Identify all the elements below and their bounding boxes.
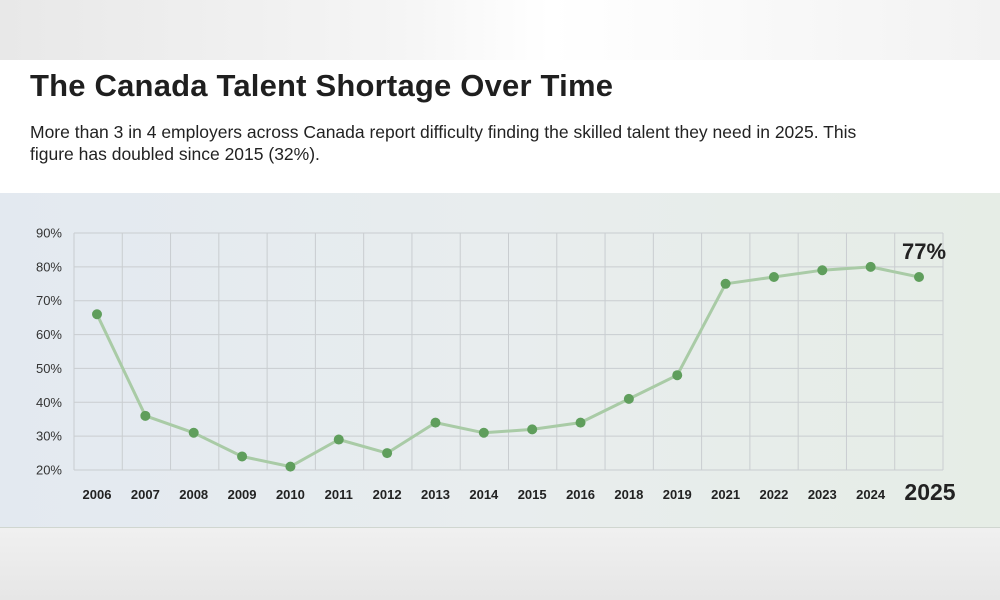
x-tick-label: 2021 — [711, 487, 740, 502]
chart-grid — [73, 232, 944, 471]
x-tick-label: 2008 — [179, 487, 208, 502]
callout-label: 77% — [902, 239, 946, 264]
x-tick-label: 2007 — [131, 487, 160, 502]
chart-annotations: 77% — [902, 239, 946, 264]
data-point — [672, 370, 683, 381]
top-band — [0, 0, 1000, 60]
data-point — [768, 272, 779, 283]
y-tick-label: 40% — [36, 395, 62, 410]
y-axis-ticks: 20% 30% 40% 50% 60% 70% 80% 90% — [36, 226, 62, 478]
x-tick-label: 2010 — [276, 487, 305, 502]
x-tick-label: 2016 — [566, 487, 595, 502]
data-point — [285, 461, 296, 472]
data-point — [188, 427, 199, 438]
y-tick-label: 50% — [36, 361, 62, 376]
data-point — [382, 448, 393, 459]
x-tick-label: 2011 — [325, 487, 353, 502]
line-chart: 20%30%40%50%60%70%80%90% 2006 2007 2008 200… — [36, 226, 956, 506]
x-tick-label: 2023 — [808, 487, 837, 502]
x-tick-label: 2009 — [228, 487, 257, 502]
y-tick-label: 90% — [36, 226, 62, 241]
data-point — [527, 424, 538, 435]
data-point — [430, 417, 441, 428]
x-tick-label: 2006 — [83, 487, 112, 502]
x-tick-label: 2024 — [856, 487, 886, 502]
page-subtitle: More than 3 in 4 employers across Canada… — [30, 122, 857, 164]
page-title: The Canada Talent Shortage Over Time — [30, 68, 614, 103]
series-line — [95, 265, 921, 469]
chart-panel — [0, 193, 1000, 528]
data-point — [575, 417, 586, 428]
x-tick-label: 2018 — [614, 487, 643, 502]
chart-series — [92, 261, 924, 472]
data-point — [623, 393, 634, 404]
x-tick-label: 2025 — [904, 479, 955, 505]
x-axis-ticks: 2006 2007 2008 2009 2010 2011 2012 2013 2014 2015… — [83, 479, 956, 505]
data-point — [333, 434, 344, 445]
x-tick-label: 2013 — [421, 487, 450, 502]
y-tick-label: 70% — [36, 293, 62, 308]
y-tick-label: 20% — [36, 463, 62, 478]
data-point — [865, 261, 876, 272]
y-tick-label: 60% — [36, 327, 62, 342]
data-point — [237, 451, 248, 462]
x-tick-label: 2014 — [469, 487, 499, 502]
x-tick-label: 2019 — [663, 487, 692, 502]
data-point — [92, 309, 102, 320]
bottom-band — [0, 528, 1000, 600]
x-tick-label: 2015 — [518, 487, 547, 502]
x-tick-label: 2012 — [373, 487, 402, 502]
y-tick-label: 80% — [36, 259, 62, 274]
data-point — [140, 410, 151, 421]
x-tick-label: 2022 — [759, 487, 788, 502]
data-point — [914, 272, 924, 283]
header — [0, 60, 1000, 193]
data-point — [478, 427, 489, 438]
data-point — [817, 265, 828, 276]
data-point — [720, 278, 731, 289]
y-tick-label: 30% — [36, 429, 62, 444]
